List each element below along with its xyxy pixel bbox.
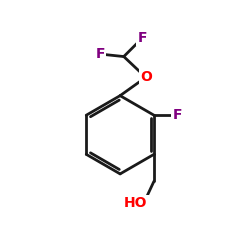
Text: F: F [137, 31, 147, 45]
Text: O: O [140, 70, 152, 84]
Text: F: F [96, 47, 105, 61]
Text: F: F [172, 108, 182, 122]
Text: HO: HO [124, 196, 148, 210]
